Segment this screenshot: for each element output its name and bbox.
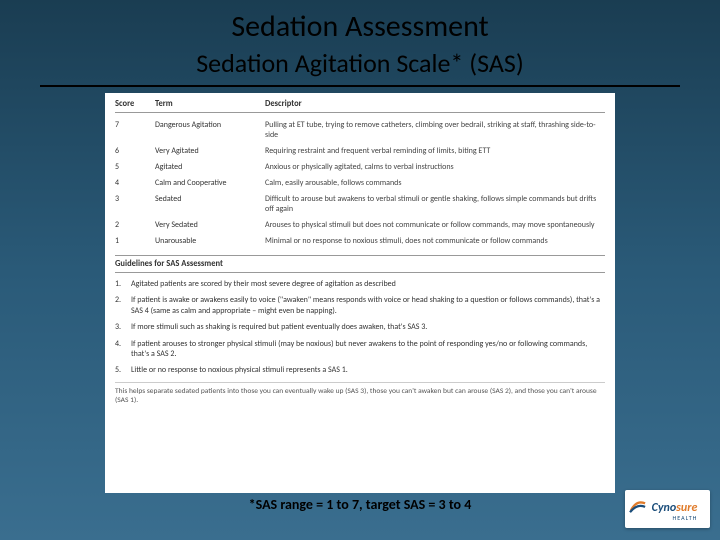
guideline-number: 5. <box>115 365 131 375</box>
cynosure-logo: Cynosure HEALTH <box>625 490 710 528</box>
guideline-number: 4. <box>115 339 131 360</box>
logo-text-cyno: Cyno <box>652 501 677 515</box>
cell-descriptor: Minimal or no response to noxious stimul… <box>265 236 605 246</box>
guidelines-note: This helps separate sedated patients int… <box>115 382 605 407</box>
guideline-text: Little or no response to noxious physica… <box>131 365 605 375</box>
guideline-text: If more stimuli such as shaking is requi… <box>131 322 605 332</box>
table-row: 7Dangerous AgitationPulling at ET tube, … <box>115 117 605 143</box>
cell-term: Very Agitated <box>155 146 265 156</box>
guideline-item: 5.Little or no response to noxious physi… <box>115 363 605 379</box>
table-row: 3SedatedDifficult to arouse but awakens … <box>115 191 605 217</box>
cell-score: 6 <box>115 146 155 156</box>
cell-descriptor: Arouses to physical stimuli but does not… <box>265 220 605 230</box>
cell-descriptor: Pulling at ET tube, trying to remove cat… <box>265 120 605 140</box>
guideline-text: Agitated patients are scored by their mo… <box>131 279 605 289</box>
title-underline <box>40 85 680 87</box>
cell-score: 4 <box>115 178 155 188</box>
sas-table-box: Score Term Descriptor 7Dangerous Agitati… <box>105 93 615 493</box>
cell-term: Agitated <box>155 162 265 172</box>
guideline-text: If patient arouses to stronger physical … <box>131 339 605 360</box>
guideline-item: 1.Agitated patients are scored by their … <box>115 277 605 293</box>
cell-descriptor: Anxious or physically agitated, calms to… <box>265 162 605 172</box>
cell-term: Sedated <box>155 194 265 214</box>
cell-score: 5 <box>115 162 155 172</box>
main-title: Sedation Assessment <box>0 8 720 45</box>
table-row: 6Very AgitatedRequiring restraint and fr… <box>115 143 605 159</box>
cell-term: Unarousable <box>155 236 265 246</box>
guideline-text: If patient is awake or awakens easily to… <box>131 295 605 316</box>
table-row: 4Calm and CooperativeCalm, easily arousa… <box>115 175 605 191</box>
header-score: Score <box>115 99 155 109</box>
header-descriptor: Descriptor <box>265 99 605 109</box>
cell-descriptor: Requiring restraint and frequent verbal … <box>265 146 605 156</box>
cell-score: 1 <box>115 236 155 246</box>
cell-descriptor: Calm, easily arousable, follows commands <box>265 178 605 188</box>
cell-term: Very Sedated <box>155 220 265 230</box>
subtitle: Sedation Agitation Scale* (SAS) <box>0 47 720 79</box>
cell-score: 3 <box>115 194 155 214</box>
table-header-row: Score Term Descriptor <box>115 99 605 113</box>
footnote: *SAS range = 1 to 7, target SAS = 3 to 4 <box>0 496 720 513</box>
guideline-item: 3.If more stimuli such as shaking is req… <box>115 320 605 336</box>
table-row: 1UnarousableMinimal or no response to no… <box>115 233 605 249</box>
guidelines-header: Guidelines for SAS Assessment <box>115 255 605 273</box>
cell-term: Dangerous Agitation <box>155 120 265 140</box>
guideline-item: 4.If patient arouses to stronger physica… <box>115 337 605 364</box>
header-term: Term <box>155 99 265 109</box>
cell-score: 7 <box>115 120 155 140</box>
guideline-number: 2. <box>115 295 131 316</box>
guideline-item: 2.If patient is awake or awakens easily … <box>115 293 605 320</box>
guideline-number: 3. <box>115 322 131 332</box>
cell-descriptor: Difficult to arouse but awakens to verba… <box>265 194 605 214</box>
title-area: Sedation Assessment Sedation Agitation S… <box>0 0 720 79</box>
table-row: 2Very SedatedArouses to physical stimuli… <box>115 217 605 233</box>
cell-score: 2 <box>115 220 155 230</box>
cell-term: Calm and Cooperative <box>155 178 265 188</box>
logo-text-sure: sure <box>676 501 697 515</box>
logo-swoosh-icon <box>629 498 647 514</box>
table-row: 5AgitatedAnxious or physically agitated,… <box>115 159 605 175</box>
guideline-number: 1. <box>115 279 131 289</box>
